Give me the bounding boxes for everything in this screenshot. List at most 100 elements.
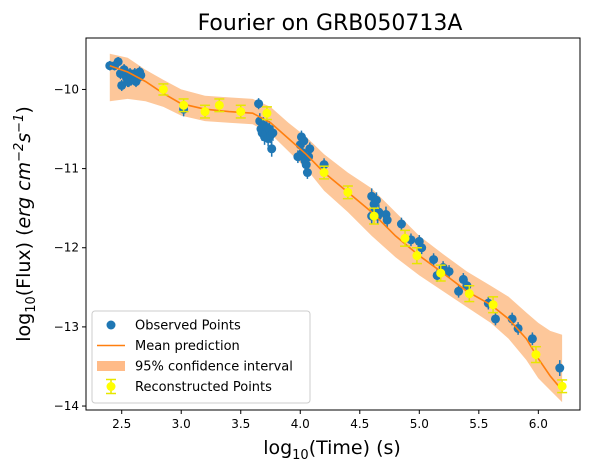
observed-marker — [305, 144, 315, 154]
y-axis-title-unit: erg cm — [13, 162, 35, 229]
reconstructed-point — [200, 104, 211, 119]
observed-point — [527, 332, 537, 346]
observed-point — [382, 212, 392, 228]
reconstructed-point — [214, 98, 225, 113]
legend-swatch-marker — [106, 382, 116, 391]
observed-marker — [396, 219, 406, 229]
x-tick-label: 5.0 — [410, 417, 429, 431]
legend-label: Mean prediction — [135, 339, 240, 354]
observed-point — [371, 192, 381, 209]
observed-marker — [555, 363, 565, 373]
reconstructed-marker — [179, 100, 189, 110]
observed-marker — [267, 144, 277, 154]
reconstructed-point — [158, 83, 169, 96]
x-tick-label: 2.5 — [112, 417, 131, 431]
legend-item: Mean prediction — [97, 339, 240, 354]
legend-item: Observed Points — [106, 319, 241, 334]
reconstructed-marker — [412, 251, 422, 261]
reconstructed-marker — [236, 107, 246, 117]
reconstructed-point — [488, 296, 499, 314]
plot-area — [105, 53, 568, 403]
observed-point — [429, 253, 439, 266]
observed-point — [267, 140, 277, 157]
observed-point — [254, 98, 264, 110]
y-tick-label: −11 — [54, 162, 79, 176]
y-axis-title-close: ) — [13, 106, 35, 113]
reconstructed-point — [235, 104, 246, 119]
legend-item: 95% confidence interval — [97, 360, 293, 375]
reconstructed-marker — [343, 187, 353, 197]
legend-swatch-marker — [106, 320, 116, 330]
reconstructed-point — [530, 345, 541, 364]
y-tick-label: −14 — [54, 399, 79, 413]
reconstructed-marker — [200, 107, 210, 117]
y-axis-title-prefix: log — [13, 313, 35, 342]
observed-marker — [299, 136, 309, 146]
observed-marker — [302, 168, 312, 178]
reconstructed-marker — [464, 289, 474, 299]
x-tick-label: 4.0 — [291, 417, 310, 431]
reconstructed-marker — [436, 268, 446, 278]
y-axis: −10 −11 −12 −13 −14 — [54, 82, 86, 413]
x-axis-title-prefix: log — [263, 437, 292, 459]
reconstructed-point — [342, 185, 353, 200]
y-axis-title-exp1: −2 — [12, 143, 27, 162]
y-axis-title-unit2: s — [13, 133, 35, 143]
observed-marker — [429, 255, 439, 265]
observed-marker — [126, 75, 136, 85]
y-axis-title-exp2: −1 — [12, 114, 27, 133]
observed-marker — [301, 160, 311, 170]
observed-marker — [268, 128, 278, 138]
x-tick-label: 3.5 — [231, 417, 250, 431]
reconstructed-point — [319, 165, 330, 180]
mean-prediction-line — [109, 64, 563, 391]
x-axis: 2.5 3.0 3.5 4.0 4.5 5.0 5.5 6.0 — [112, 410, 548, 431]
x-tick-label: 4.5 — [350, 417, 369, 431]
y-tick-label: −12 — [54, 241, 79, 255]
reconstructed-point — [369, 207, 380, 225]
reconstructed-marker — [488, 300, 498, 310]
x-tick-label: 3.0 — [172, 417, 191, 431]
plot-frame — [85, 37, 581, 411]
reconstructed-marker — [262, 108, 272, 118]
observed-marker — [454, 286, 464, 296]
observed-point — [490, 312, 500, 326]
reconstructed-marker — [319, 168, 329, 178]
reconstructed-point — [261, 106, 272, 121]
observed-point — [113, 56, 123, 67]
observed-point — [305, 142, 315, 156]
x-tick-label: 6.0 — [529, 417, 548, 431]
reconstructed-point — [557, 379, 568, 394]
reconstructed-marker — [158, 84, 168, 94]
reconstructed-marker — [531, 350, 541, 360]
observed-point — [268, 125, 278, 141]
reconstructed-point — [435, 264, 446, 282]
legend-swatch-band — [97, 361, 125, 371]
reconstructed-point — [178, 98, 189, 113]
observed-point — [302, 166, 312, 179]
reconstructed-marker — [557, 381, 567, 391]
reconstructed-point — [411, 246, 422, 265]
observed-marker — [382, 215, 392, 225]
observed-point — [454, 284, 464, 298]
x-axis-title-subscript: 10 — [292, 448, 309, 463]
legend-label: Observed Points — [135, 319, 241, 334]
chart-title: Fourier on GRB050713A — [198, 11, 463, 36]
y-axis-title-subscript: 10 — [24, 296, 39, 313]
observed-point — [396, 217, 406, 231]
observed-point — [444, 265, 454, 278]
observed-point — [126, 74, 136, 86]
y-tick-label: −13 — [54, 320, 79, 334]
observed-marker — [371, 195, 381, 205]
reconstructed-point — [400, 229, 411, 247]
reconstructed-point — [464, 284, 475, 303]
legend-label: 95% confidence interval — [135, 360, 293, 375]
legend-label: Reconstructed Points — [135, 380, 272, 395]
observed-marker — [527, 334, 537, 344]
legend-box — [91, 310, 311, 404]
observed-marker — [254, 99, 264, 109]
y-tick-label: −10 — [54, 82, 79, 96]
observed-point — [555, 360, 565, 376]
y-axis-title: log10(Flux) (erg cm−2s−1) — [12, 106, 39, 342]
